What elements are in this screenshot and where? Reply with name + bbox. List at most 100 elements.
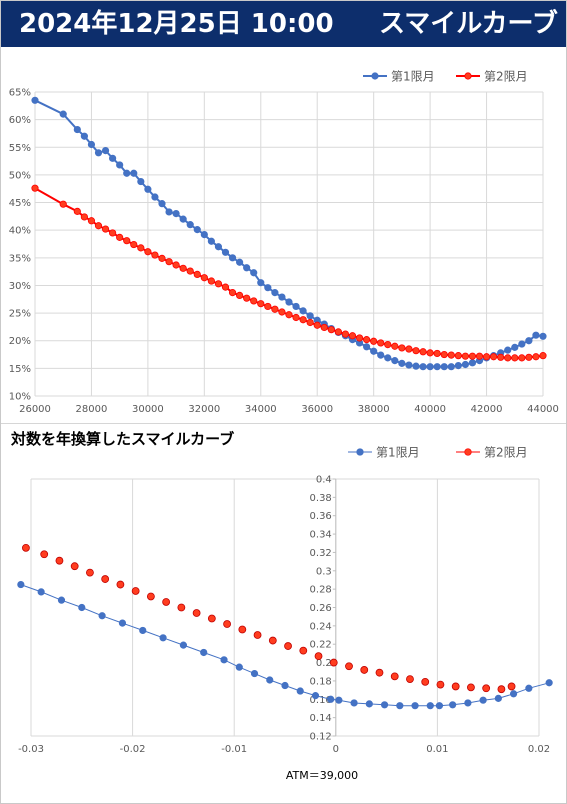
chart1-series-2-point bbox=[73, 207, 81, 215]
chart2-series-2-point bbox=[299, 646, 308, 655]
chart1-series-1-point bbox=[137, 177, 145, 186]
chart1-series-2-point bbox=[59, 200, 67, 208]
chart1-series-2-point bbox=[87, 217, 96, 225]
chart1-x-tick-label: 44000 bbox=[527, 404, 559, 415]
chart1-legend: 第1限月 第2限月 bbox=[363, 70, 528, 84]
chart2-series-1-point bbox=[426, 702, 434, 710]
chart2-series-2-point bbox=[451, 682, 460, 691]
chart2-x-axis: -0.03 -0.02 -0.01 0 0.01 0.02 bbox=[18, 744, 550, 755]
chart2-series-1-point bbox=[365, 700, 373, 708]
chart2-series-2-point bbox=[162, 598, 171, 606]
chart1-series-2-point bbox=[327, 326, 335, 334]
chart2-x-tick-label: -0.01 bbox=[221, 744, 247, 755]
chart2-series-2-point bbox=[436, 680, 445, 689]
chart1-series-1-point bbox=[504, 346, 512, 354]
chart1-legend-label-1: 第1限月 bbox=[391, 70, 435, 84]
chart1-series-1-point bbox=[468, 359, 477, 367]
chart1-series-2-point bbox=[454, 352, 462, 360]
chart2-series-2-point bbox=[146, 592, 155, 601]
chart1-series-2-point bbox=[285, 311, 293, 319]
chart2-series-1-point bbox=[57, 596, 66, 604]
chart1-y-tick-label: 55% bbox=[9, 143, 31, 154]
chart2-series-2-point bbox=[223, 620, 231, 628]
chart1-series-1-point bbox=[412, 362, 420, 370]
chart2-series-1-point bbox=[281, 681, 289, 690]
chart1-series-1-point bbox=[59, 110, 67, 118]
chart2-y-tick-label: 0.34 bbox=[310, 530, 332, 541]
chart1-y-tick-label: 40% bbox=[9, 226, 31, 237]
chart2-series-2-point bbox=[101, 575, 110, 583]
chart1-legend-label-2: 第2限月 bbox=[484, 70, 528, 84]
chart2-series-2-point bbox=[482, 684, 491, 693]
chart1-series-1-point bbox=[221, 248, 230, 256]
chart2-series-1-point bbox=[411, 702, 419, 710]
chart1-series-2-point bbox=[144, 248, 152, 256]
chart1-series-1-point bbox=[391, 357, 399, 365]
chart1-series-2-point bbox=[468, 352, 477, 360]
chart1-series-2-point bbox=[482, 353, 491, 361]
chart2-series-1-point bbox=[250, 669, 259, 678]
chart1-series-2-point bbox=[518, 354, 526, 362]
chart1-series-2-point bbox=[419, 348, 427, 356]
chart1-series-1-point bbox=[440, 363, 448, 371]
chart1-series-1-point bbox=[377, 351, 385, 359]
chart1-y-tick-label: 25% bbox=[9, 309, 31, 320]
chart1-series-2-point bbox=[31, 184, 39, 192]
chart1-series bbox=[31, 96, 547, 371]
chart1-series-1-point bbox=[511, 343, 519, 351]
chart2-series-2-point bbox=[421, 677, 430, 686]
chart2-series-2-point bbox=[268, 636, 277, 645]
chart2-series-2-point bbox=[253, 631, 262, 639]
chart2-y-axis: 0.12 0.14 0.16 0.18 0.2 0.22 0.24 0.26 0.28 0.3 0.… bbox=[310, 475, 332, 743]
chart1-series-1-point bbox=[539, 332, 547, 340]
chart1-x-tick-label: 34000 bbox=[245, 404, 277, 415]
chart1-series-1-point bbox=[87, 140, 96, 149]
chart2-y-tick-label: 0.2 bbox=[316, 658, 332, 669]
chart1-series-2-point bbox=[433, 349, 441, 358]
chart2-y-tick-label: 0.16 bbox=[310, 695, 332, 706]
chart1-series-1-point bbox=[384, 354, 392, 362]
chart1-series-2-point bbox=[271, 305, 279, 313]
chart2-y-tick-label: 0.22 bbox=[310, 640, 332, 651]
chart2-series-2-point bbox=[70, 562, 79, 571]
chart1-series-1-point bbox=[518, 340, 526, 348]
chart2-y-tick-label: 0.26 bbox=[310, 603, 332, 614]
chart1-series-2-point bbox=[377, 339, 385, 347]
chart1-series-1-point bbox=[250, 269, 258, 277]
chart1-gridlines bbox=[34, 91, 544, 397]
chart1-series-2-point bbox=[398, 344, 406, 352]
chart1-series-2-point bbox=[320, 323, 328, 332]
chart1-series-2-point bbox=[221, 283, 230, 291]
header-title: スマイルカーブ bbox=[379, 9, 558, 39]
chart1-series-2-point bbox=[306, 318, 314, 327]
chart2-series-2-point bbox=[375, 668, 384, 677]
chart1-series-2-point bbox=[186, 267, 194, 275]
chart2-x-tick-label: 0.02 bbox=[528, 744, 550, 755]
chart2-title: 対数を年換算したスマイルカーブ bbox=[10, 430, 234, 448]
chart2-series-1-point bbox=[98, 612, 106, 620]
chart1-series-2-point bbox=[405, 345, 413, 353]
chart1-series-2-point bbox=[130, 240, 138, 249]
chart1-series-2-point bbox=[313, 321, 321, 329]
chart1-series-1-point bbox=[158, 200, 166, 208]
chart2-series-2-point bbox=[131, 587, 140, 595]
chart1-series-2-point bbox=[384, 340, 392, 349]
chart1-series-2-point bbox=[101, 225, 110, 233]
chart2-series-1-point bbox=[159, 634, 167, 642]
chart1-series-1-point bbox=[80, 132, 88, 140]
chart1-series-2-point bbox=[334, 328, 342, 336]
chart1-x-axis: 26000 28000 30000 32000 34000 36000 38000 40000… bbox=[19, 404, 559, 415]
chart2-x-tick-label: -0.02 bbox=[120, 744, 146, 755]
chart1-y-tick-label: 30% bbox=[9, 281, 31, 292]
chart2-series-1-point bbox=[435, 702, 444, 710]
chart1-series-1-point bbox=[447, 363, 455, 371]
atm-annotation: ATM＝39,000 bbox=[286, 769, 358, 782]
chart1-series-2-point bbox=[412, 347, 420, 355]
chart1-series-2-point bbox=[292, 313, 300, 322]
chart1-series-1-point bbox=[398, 359, 406, 367]
section-divider bbox=[1, 423, 566, 424]
chart2-series-2-point bbox=[116, 580, 125, 589]
chart2-series-2-point bbox=[238, 625, 247, 634]
chart2-series-1-point bbox=[327, 695, 335, 703]
